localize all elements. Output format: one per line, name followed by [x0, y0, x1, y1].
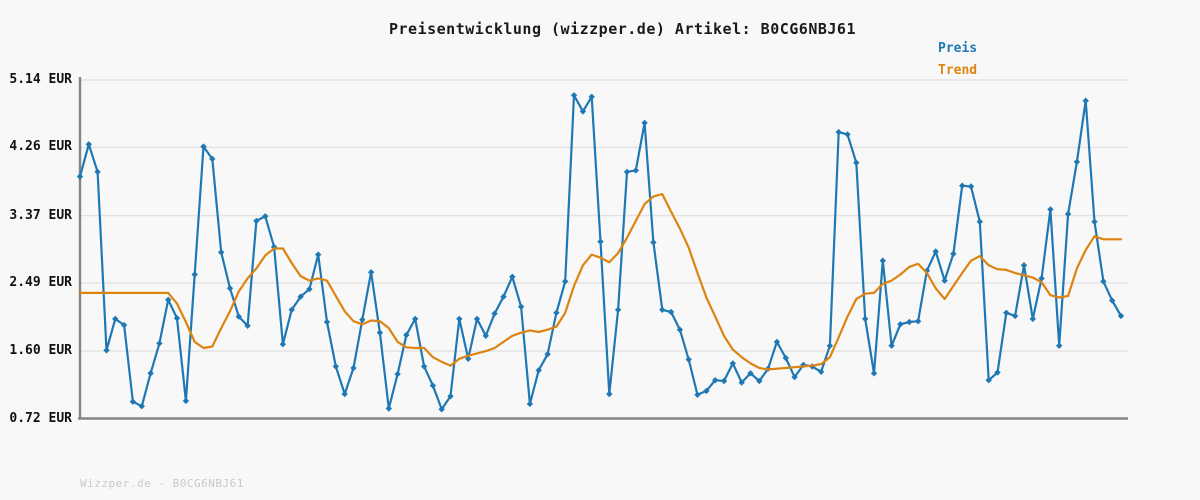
chart-legend: Preis Trend — [938, 38, 977, 82]
preis-line — [78, 94, 1123, 411]
legend-item-trend: Trend — [938, 63, 978, 78]
y-axis-tick-labels: 5.14 EUR 4.26 EUR 3.37 EUR 2.49 EUR 1.60 EUR… — [0, 0, 72, 440]
legend-item-preis: Preis — [938, 41, 978, 56]
y-axis-tick-label: 5.14 EUR — [9, 72, 72, 87]
watermark-text: Wizzper.de - B0CG6NBJ61 — [80, 477, 244, 490]
y-axis-tick-label: 0.72 EUR — [9, 410, 72, 426]
trend-line — [78, 193, 1123, 371]
y-axis-tick-label: 2.49 EUR — [9, 274, 72, 290]
y-axis-tick-label: 1.60 EUR — [9, 343, 72, 359]
y-axis-tick-label: 4.26 EUR — [9, 139, 72, 155]
chart-title: Preisentwicklung (wizzper.de) Artikel: B… — [388, 20, 856, 38]
y-axis-tick-label: 3.37 EUR — [9, 207, 72, 223]
